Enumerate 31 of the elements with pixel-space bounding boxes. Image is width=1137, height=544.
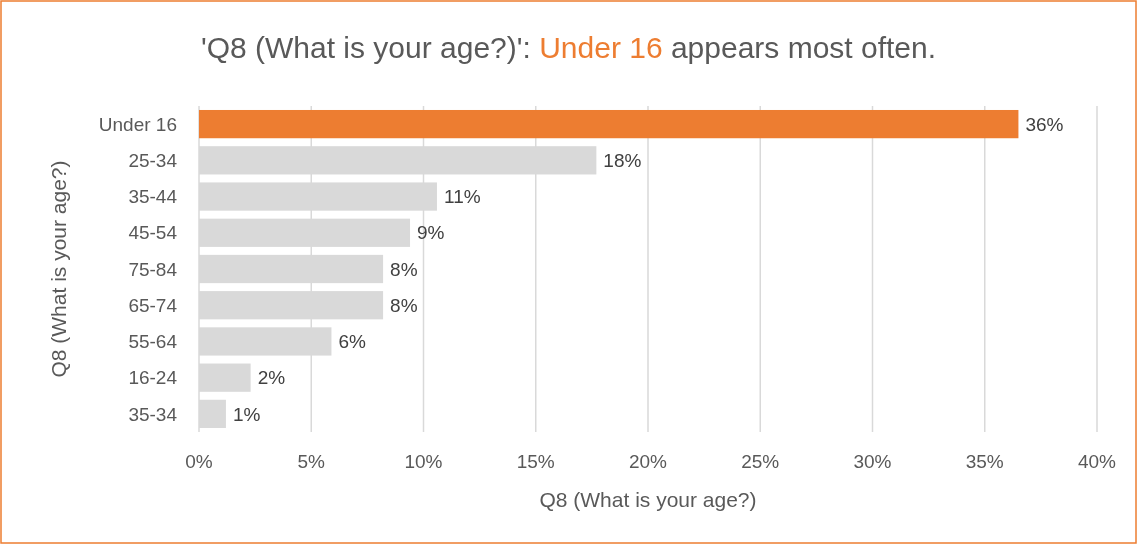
x-tick-label: 35% [965,451,1004,472]
data-label: 9% [417,222,445,244]
y-tick-label: 45-54 [128,222,178,244]
x-tick-label: 5% [297,451,326,472]
bar [199,109,1019,139]
y-tick-label: 75-84 [128,258,178,280]
data-label: 2% [257,367,286,389]
x-tick-label: 10% [404,451,443,472]
data-label: 1% [232,403,261,425]
x-tick-label: 0% [185,451,213,472]
data-label: 8% [390,258,418,280]
x-tick-label: 15% [516,451,555,472]
chart-title: 'Q8 (What is your age?)': Under 16 appears most often. [200,31,937,64]
data-label: 36% [1025,113,1064,135]
data-label: 6% [338,331,367,353]
x-tick-label: 25% [741,451,780,472]
x-tick-label: 30% [853,451,892,472]
x-tick-label: 40% [1077,451,1117,472]
data-label: 18% [603,149,642,171]
y-tick-label: 16-24 [128,367,178,389]
y-tick-label: 65-74 [128,294,178,316]
y-axis-title: Q8 (What is your age?) [47,160,70,378]
y-tick-label: 35-44 [128,186,178,208]
data-label: 8% [390,294,418,316]
y-tick-label: 25-34 [128,149,178,171]
x-axis-title: Q8 (What is your age?) [539,488,757,511]
x-tick-label: 20% [628,451,668,472]
data-label: 11% [443,186,481,208]
y-tick-label: Under 16 [98,113,177,135]
y-tick-label: 35-34 [128,403,178,425]
y-tick-label: 55-64 [128,331,178,353]
